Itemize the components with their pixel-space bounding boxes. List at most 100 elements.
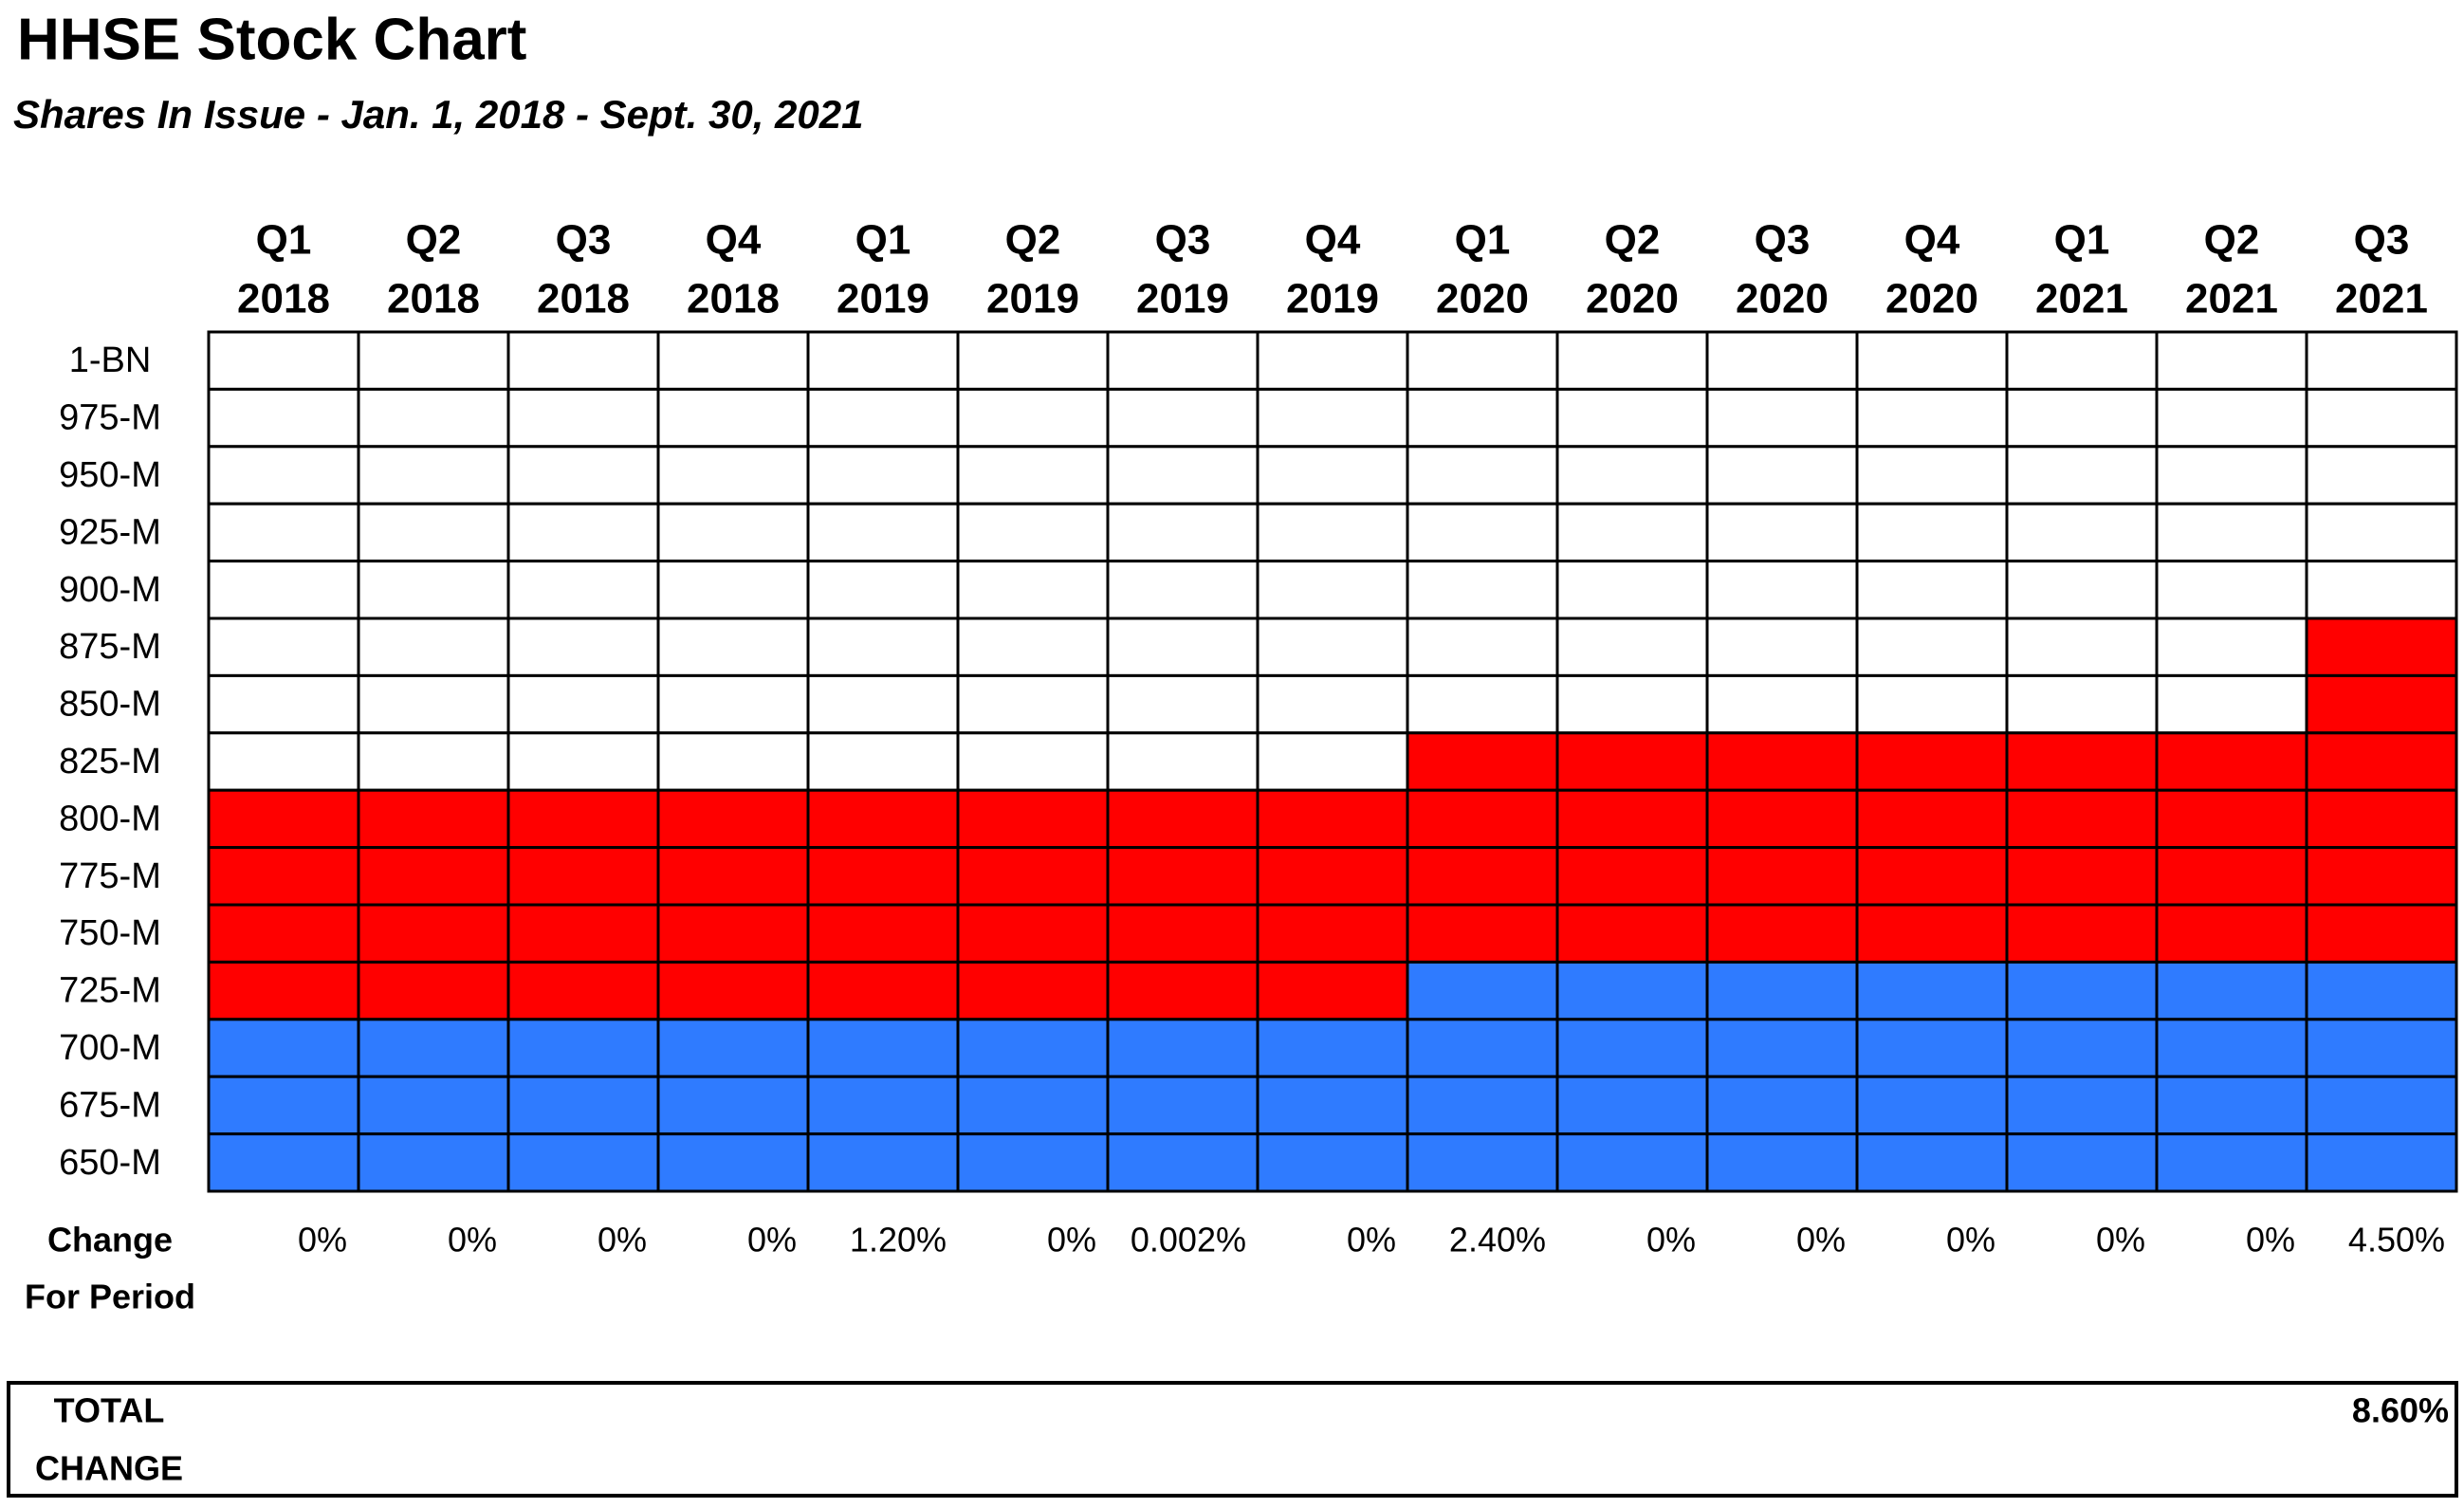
cell (656, 960, 810, 1021)
cell (506, 1018, 660, 1078)
row-label: 675-M (59, 1085, 161, 1125)
cell (806, 846, 960, 907)
cell (207, 903, 360, 964)
cell (1406, 387, 1559, 449)
cell (1705, 560, 1859, 620)
period-change: 0% (298, 1221, 347, 1260)
cell (806, 673, 960, 735)
cell (2305, 1075, 2458, 1136)
column-quarter: Q1 (855, 217, 911, 264)
cell (2305, 846, 2458, 907)
column-quarter: Q1 (1455, 217, 1511, 264)
cell (2005, 673, 2159, 735)
cell (1705, 1018, 1859, 1078)
cell (1555, 445, 1709, 506)
cell (1106, 445, 1260, 506)
cell (806, 731, 960, 792)
cell (1555, 1075, 1709, 1136)
cell (1106, 731, 1260, 792)
cell (506, 673, 660, 735)
cell (806, 445, 960, 506)
cell (2155, 960, 2308, 1021)
cell (1555, 1018, 1709, 1078)
column-year: 2018 (387, 276, 480, 322)
column-quarter: Q2 (406, 217, 462, 264)
cell (656, 673, 810, 735)
cell (1555, 502, 1709, 563)
cell (2005, 846, 2159, 907)
cell (207, 387, 360, 449)
column-year: 2019 (986, 276, 1079, 322)
cell (357, 502, 510, 563)
row-label: 800-M (59, 799, 161, 838)
column-quarter: Q3 (2354, 217, 2410, 264)
column-year: 2021 (2185, 276, 2278, 322)
cell (656, 1132, 810, 1193)
total-label: TOTAL (54, 1391, 165, 1430)
period-change: 0% (598, 1221, 647, 1260)
row-label: 975-M (59, 398, 161, 438)
cell (1705, 903, 1859, 964)
cell (2155, 560, 2308, 620)
cell (2305, 616, 2458, 677)
column-quarter: Q2 (2204, 217, 2260, 264)
cell (1555, 560, 1709, 620)
cell (1406, 846, 1559, 907)
cell (1855, 445, 2009, 506)
cell (656, 788, 810, 850)
cell (1855, 502, 2009, 563)
cell (357, 445, 510, 506)
cell (207, 960, 360, 1021)
cell (357, 330, 510, 391)
cell (1855, 616, 2009, 677)
period-change: 4.50% (2348, 1221, 2445, 1260)
cell (956, 502, 1110, 563)
cell (806, 903, 960, 964)
column-year: 2020 (1736, 276, 1829, 322)
cell (1555, 387, 1709, 449)
cell (1406, 673, 1559, 735)
column-quarter: Q3 (556, 217, 612, 264)
period-change: 0% (1047, 1221, 1096, 1260)
cell (2005, 960, 2159, 1021)
cell (357, 846, 510, 907)
cell (2305, 330, 2458, 391)
cell (1106, 387, 1260, 449)
cell (1106, 502, 1260, 563)
cell (1106, 1018, 1260, 1078)
cell (1406, 445, 1559, 506)
cell (357, 616, 510, 677)
cell (656, 731, 810, 792)
cell (357, 1075, 510, 1136)
cell (656, 560, 810, 620)
cell (956, 1018, 1110, 1078)
cell (956, 1075, 1110, 1136)
cell (506, 616, 660, 677)
cell (207, 502, 360, 563)
cell (2155, 903, 2308, 964)
change-label: Change (47, 1221, 173, 1260)
cell (1555, 788, 1709, 850)
cell (1256, 1018, 1409, 1078)
cell (1855, 673, 2009, 735)
column-year: 2020 (1885, 276, 1978, 322)
cell (1855, 903, 2009, 964)
cell (656, 616, 810, 677)
cell (1855, 788, 2009, 850)
cell (1256, 846, 1409, 907)
cell (1705, 788, 1859, 850)
cell (506, 502, 660, 563)
cell (2305, 1132, 2458, 1193)
cell (357, 387, 510, 449)
cell (656, 846, 810, 907)
cell (506, 1075, 660, 1136)
cell (956, 731, 1110, 792)
cell (956, 330, 1110, 391)
period-change: 0% (1646, 1221, 1696, 1260)
cell (956, 673, 1110, 735)
cell (2305, 560, 2458, 620)
cell (2305, 502, 2458, 563)
cell (1406, 731, 1559, 792)
cell (2005, 445, 2159, 506)
period-change: 0% (448, 1221, 497, 1260)
